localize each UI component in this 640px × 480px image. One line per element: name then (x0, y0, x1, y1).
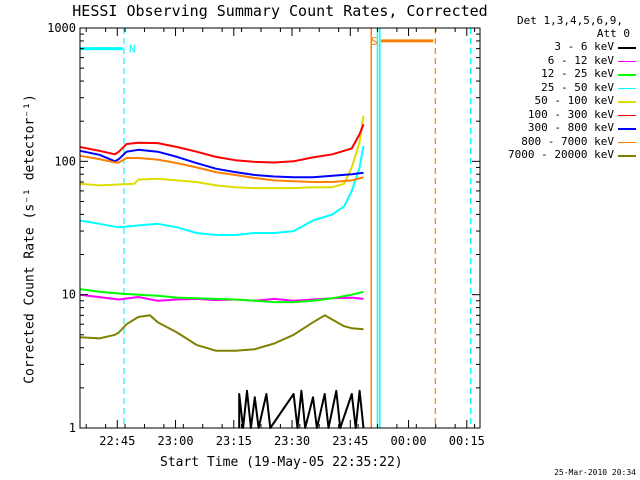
x-tick-label: 23:30 (274, 434, 310, 448)
y-tick-label: 100 (54, 154, 76, 168)
legend-entry-label: 25 - 50 keV (541, 80, 614, 94)
series-line-6 (79, 148, 364, 179)
legend-entry-label: 50 - 100 keV (534, 94, 614, 107)
series-line-7 (79, 154, 364, 183)
timestamp: 25-Mar-2010 20:34 (554, 468, 636, 477)
legend-entry-label: 300 - 800 keV (527, 121, 614, 134)
series-line-4 (79, 115, 365, 190)
legend-entry: 6 - 12 keV (480, 54, 636, 68)
legend-entry-label: 7000 - 20000 keV (508, 148, 614, 161)
legend-entry-swatch (618, 87, 636, 89)
legend-entry-label: 3 - 6 keV (554, 40, 614, 53)
series-line-3 (79, 145, 365, 236)
x-tick-label: 23:45 (332, 434, 368, 448)
legend-entry-swatch (618, 60, 636, 62)
legend-entry-swatch (618, 47, 636, 49)
x-axis-label: Start Time (19-May-05 22:35:22) (160, 455, 403, 470)
legend-entry: 50 - 100 keV (480, 94, 636, 108)
legend-entry: 12 - 25 keV (480, 67, 636, 81)
legend: 3 - 6 keV 6 - 12 keV 12 - 25 keV 25 - 50 ke… (480, 40, 636, 162)
legend-entry: 3 - 6 keV (480, 40, 636, 54)
series-line-2 (79, 288, 364, 304)
x-tick-label: 23:15 (216, 434, 252, 448)
legend-entry-swatch (618, 128, 636, 130)
legend-entry-label: 6 - 12 keV (547, 53, 614, 67)
legend-entry-swatch (618, 101, 636, 103)
x-tick-label: 23:00 (157, 434, 193, 448)
legend-entry-swatch (618, 114, 636, 116)
x-tick-label: 00:00 (390, 434, 426, 448)
legend-entry: 300 - 800 keV (480, 121, 636, 135)
legend-entry: 25 - 50 keV (480, 81, 636, 95)
detector-label: Det 1,3,4,5,6,9, (517, 14, 623, 27)
x-tick-label: 22:45 (99, 434, 135, 448)
legend-entry-swatch (618, 155, 636, 157)
legend-entry-swatch (618, 74, 636, 76)
series-line-5 (79, 123, 365, 164)
y-tick-label: 10 (62, 288, 76, 302)
annotation-label-n: N (129, 43, 136, 56)
legend-entry-label: 800 - 7000 keV (521, 134, 614, 148)
plot-frame (79, 27, 481, 429)
legend-entry: 100 - 300 keV (480, 108, 636, 122)
chart-title: HESSI Observing Summary Count Rates, Cor… (72, 2, 488, 20)
legend-entry-label: 12 - 25 keV (541, 67, 614, 80)
legend-entry: 800 - 7000 keV (480, 135, 636, 149)
y-tick-label: 1000 (47, 21, 76, 35)
annotation-label-s: S (371, 35, 378, 48)
series-line-8 (79, 314, 364, 352)
series-line-0 (238, 389, 365, 429)
legend-entry-label: 100 - 300 keV (527, 107, 614, 121)
x-tick-label: 00:15 (449, 434, 485, 448)
attenuator-label: Att 0 (596, 27, 630, 40)
y-tick-label: 1 (69, 421, 76, 435)
legend-entry-swatch (618, 141, 636, 143)
legend-entry: 7000 - 20000 keV (480, 148, 636, 162)
